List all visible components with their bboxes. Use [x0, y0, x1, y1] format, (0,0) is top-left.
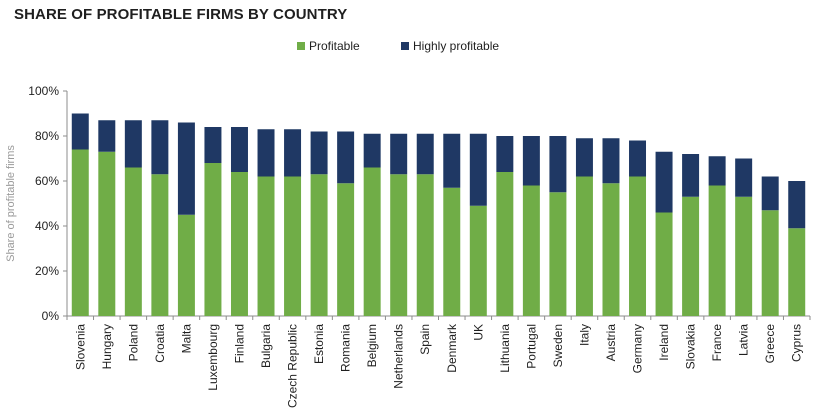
legend-swatch-profitable	[297, 42, 305, 50]
bar-highly-profitable	[204, 127, 222, 163]
bar-highly-profitable	[788, 181, 806, 229]
bar-profitable	[151, 174, 169, 316]
x-tick-label: Denmark	[445, 323, 459, 373]
bar-highly-profitable	[522, 136, 540, 186]
x-tick-label: Malta	[179, 324, 193, 354]
bar-highly-profitable	[496, 136, 514, 172]
bar-highly-profitable	[682, 154, 700, 197]
x-tick-label: Germany	[631, 324, 645, 373]
bar-profitable	[496, 172, 514, 316]
x-tick-label: Greece	[763, 324, 777, 364]
legend-label-highly-profitable: Highly profitable	[413, 39, 499, 53]
x-tick-label: Slovakia	[684, 324, 698, 370]
chart-title: SHARE OF PROFITABLE FIRMS BY COUNTRY	[14, 6, 348, 23]
bar-profitable	[337, 183, 355, 316]
bar-highly-profitable	[310, 131, 328, 175]
bar-highly-profitable	[363, 133, 381, 168]
x-tick-label: Estonia	[312, 324, 326, 364]
x-tick-label: Croatia	[153, 324, 167, 363]
x-tick-label: Slovenia	[73, 324, 87, 370]
bar-profitable	[71, 149, 89, 316]
bar-highly-profitable	[257, 129, 275, 177]
bar-highly-profitable	[655, 151, 673, 213]
bar-profitable	[469, 205, 487, 316]
x-tick-label: Portugal	[524, 324, 538, 369]
bar-highly-profitable	[124, 120, 142, 168]
bar-highly-profitable	[575, 138, 593, 177]
bar-highly-profitable	[337, 131, 355, 184]
bar-highly-profitable	[230, 127, 248, 172]
bar-highly-profitable	[151, 120, 169, 175]
bar-highly-profitable	[177, 122, 195, 215]
bar-profitable	[390, 174, 408, 316]
bar-profitable	[124, 167, 142, 316]
bar-profitable	[788, 228, 806, 316]
x-tick-label: Hungary	[100, 324, 114, 369]
x-tick-label: Finland	[232, 324, 246, 363]
x-tick-label: Sweden	[551, 324, 565, 367]
bar-profitable	[682, 196, 700, 316]
bar-highly-profitable	[443, 133, 461, 188]
x-tick-label: Latvia	[737, 324, 751, 356]
y-tick-label: 100%	[28, 84, 59, 98]
y-tick-label: 40%	[35, 219, 59, 233]
bar-profitable	[443, 187, 461, 316]
bar-profitable	[98, 151, 116, 316]
bar-profitable	[230, 172, 248, 316]
x-tick-label: Netherlands	[392, 324, 406, 389]
bar-profitable	[602, 183, 620, 316]
legend-swatch-highly-profitable	[401, 42, 409, 50]
x-tick-label: Spain	[418, 324, 432, 355]
y-tick-label: 20%	[35, 264, 59, 278]
x-tick-label: Luxembourg	[206, 324, 220, 391]
bar-highly-profitable	[98, 120, 116, 152]
bar-profitable	[708, 185, 726, 316]
y-tick-label: 0%	[42, 309, 60, 323]
bar-profitable	[177, 214, 195, 316]
bar-highly-profitable	[469, 133, 487, 206]
y-tick-label: 60%	[35, 174, 59, 188]
x-tick-label: Austria	[604, 324, 618, 362]
legend-label-profitable: Profitable	[309, 39, 360, 53]
bar-highly-profitable	[629, 140, 647, 177]
bar-profitable	[204, 163, 222, 316]
x-tick-label: Poland	[126, 324, 140, 361]
bar-highly-profitable	[735, 158, 753, 197]
y-tick-label: 80%	[35, 129, 59, 143]
bar-highly-profitable	[416, 133, 434, 175]
bar-highly-profitable	[602, 138, 620, 184]
bar-profitable	[655, 212, 673, 316]
x-tick-label: Romania	[339, 324, 353, 372]
x-tick-label: Belgium	[365, 324, 379, 367]
x-tick-label: Czech Republic	[286, 324, 300, 408]
bar-profitable	[549, 192, 567, 316]
bar-profitable	[761, 210, 779, 316]
bar-profitable	[416, 174, 434, 316]
y-axis-title: Share of profitable firms	[5, 145, 17, 262]
bar-profitable	[363, 167, 381, 316]
x-tick-label: Italy	[577, 324, 591, 346]
bar-profitable	[257, 176, 275, 316]
bar-highly-profitable	[708, 156, 726, 186]
bar-profitable	[629, 176, 647, 316]
bar-highly-profitable	[390, 133, 408, 175]
x-tick-label: UK	[471, 324, 485, 341]
bar-profitable	[735, 196, 753, 316]
x-tick-label: Ireland	[657, 324, 671, 361]
bar-profitable	[284, 176, 302, 316]
bar-highly-profitable	[549, 136, 567, 193]
x-tick-label: Lithuania	[498, 324, 512, 373]
bar-profitable	[522, 185, 540, 316]
bar-profitable	[310, 174, 328, 316]
x-tick-label: Bulgaria	[259, 324, 273, 368]
bar-highly-profitable	[71, 113, 89, 150]
bar-highly-profitable	[761, 176, 779, 211]
bar-highly-profitable	[284, 129, 302, 177]
x-tick-label: Cyprus	[790, 324, 804, 362]
x-tick-label: France	[710, 324, 724, 362]
bar-profitable	[575, 176, 593, 316]
